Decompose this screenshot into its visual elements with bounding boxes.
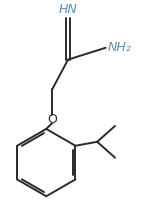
Text: HN: HN: [59, 3, 77, 16]
Text: NH₂: NH₂: [108, 41, 131, 54]
Text: O: O: [47, 112, 57, 126]
